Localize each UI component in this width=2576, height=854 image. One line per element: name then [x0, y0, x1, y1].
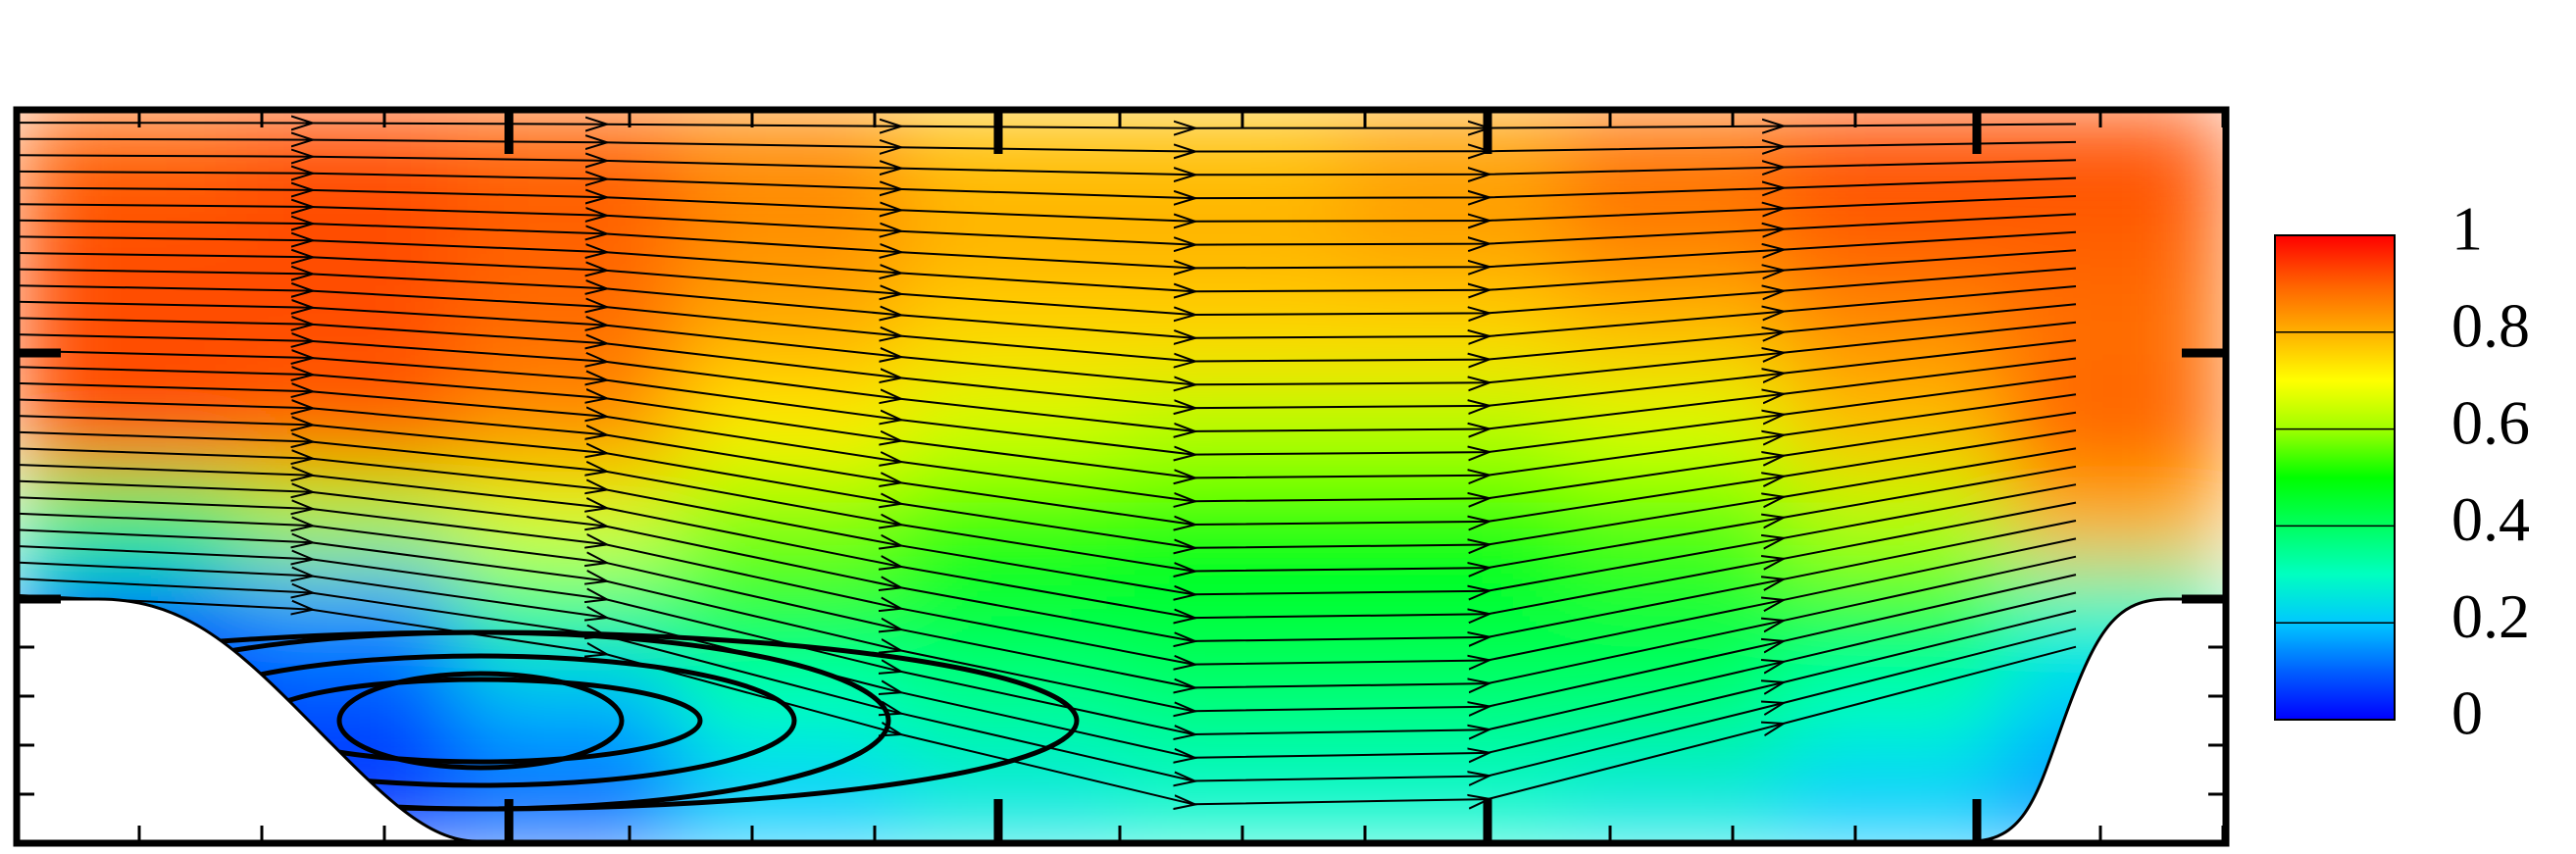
field-cell: [1340, 200, 1565, 294]
colorbar-tick-label: 0.8: [2451, 290, 2530, 360]
field-cell: [17, 659, 239, 753]
field-cell: [2003, 659, 2226, 753]
frame: [13, 106, 2230, 847]
colorbar: 0 0.2 0.4 0.6 0.8 1: [2274, 194, 2530, 748]
colorbar-fill: [2274, 234, 2396, 721]
field-cell: [678, 383, 902, 477]
field-cell: [457, 750, 681, 841]
field-cell: [899, 750, 1123, 841]
field-cell: [2003, 110, 2226, 203]
field-cell: [1120, 567, 1343, 661]
field-cell: [2003, 292, 2226, 386]
field-cell: [2003, 567, 2226, 661]
colorbar-tick-label: 0.2: [2451, 581, 2530, 651]
field-cell: [1120, 476, 1343, 570]
field-cell: [1340, 110, 1565, 203]
field-cell: [1783, 567, 2006, 661]
field-cell: [899, 110, 1123, 203]
field-cell: [1562, 200, 1786, 294]
field-cell: [1120, 659, 1343, 753]
field-cell: [1783, 750, 2006, 841]
field-cell: [2003, 383, 2226, 477]
field-cell: [2003, 476, 2226, 570]
streamline: [17, 593, 2077, 804]
colorbar-tick-label: 0.4: [2451, 484, 2530, 554]
vortex: [336, 671, 625, 771]
field-cell: [17, 383, 239, 477]
colorbar-tick-label: 0.6: [2451, 387, 2530, 457]
field-cell: [678, 292, 902, 386]
field-cell: [1120, 292, 1343, 386]
field-cell: [678, 200, 902, 294]
vortex: [17, 629, 1080, 812]
field-cell: [2003, 200, 2226, 294]
field-cell: [17, 200, 239, 294]
field-clip: [17, 110, 2226, 841]
field-cell: [1562, 567, 1786, 661]
field-cell: [1120, 110, 1343, 203]
field-cell: [1120, 750, 1343, 841]
field-cell: [1562, 750, 1786, 841]
field-cell: [1120, 200, 1343, 294]
colorbar-tick-label: 0: [2451, 678, 2483, 748]
field-cell: [236, 383, 460, 477]
colorbar-tick-label: 1: [2451, 194, 2483, 264]
field-cell: [1340, 292, 1565, 386]
step-wall: [17, 597, 2226, 843]
field-cell: [17, 750, 239, 841]
field-cell: [1340, 659, 1565, 753]
field-cell: [2003, 750, 2226, 841]
